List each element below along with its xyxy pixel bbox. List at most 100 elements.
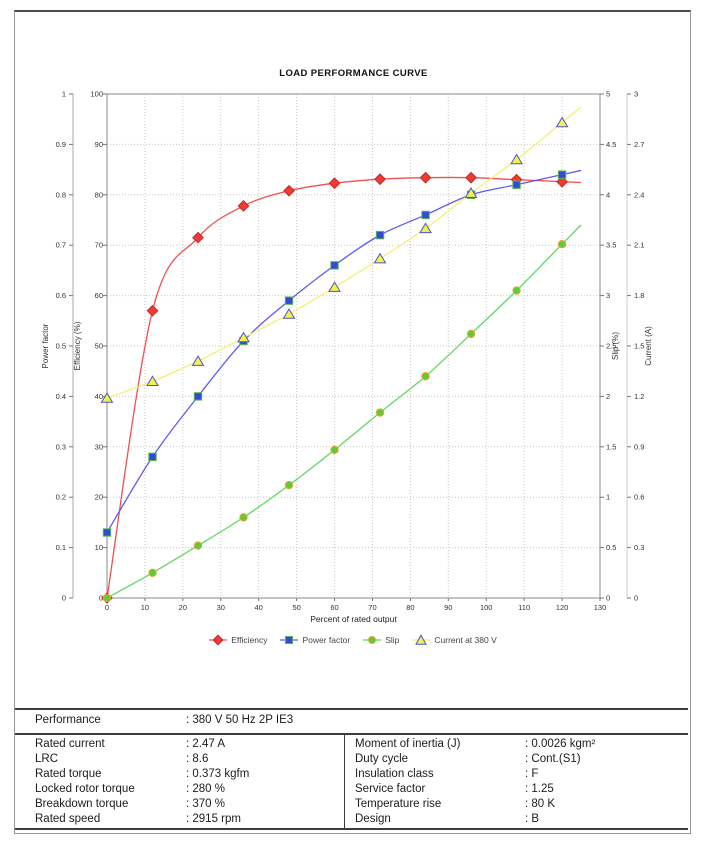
svg-text:0.8: 0.8 — [56, 190, 66, 199]
row-label: Design — [355, 813, 391, 825]
svg-text:0.9: 0.9 — [634, 442, 644, 451]
svg-text:0.5: 0.5 — [56, 342, 66, 351]
table-row: Rated speed: 2915 rpm — [15, 812, 344, 827]
svg-text:4.5: 4.5 — [606, 140, 616, 149]
legend-item: Slip — [362, 634, 399, 646]
svg-text:90: 90 — [444, 603, 452, 612]
svg-text:LOAD PERFORMANCE CURVE: LOAD PERFORMANCE CURVE — [279, 68, 428, 79]
svg-text:0.4: 0.4 — [56, 392, 66, 401]
row-label: Moment of inertia (J) — [355, 738, 461, 750]
row-value: : 1.25 — [525, 783, 554, 795]
row-value: : 2915 rpm — [186, 813, 241, 825]
legend-label: Power factor — [302, 635, 351, 645]
table-row: Locked rotor torque: 280 % — [15, 782, 344, 797]
svg-text:2.7: 2.7 — [634, 140, 644, 149]
svg-text:1: 1 — [62, 90, 66, 99]
svg-text:0: 0 — [634, 594, 638, 603]
row-label: Insulation class — [355, 768, 434, 780]
svg-text:70: 70 — [95, 241, 103, 250]
legend-label: Efficiency — [231, 635, 268, 645]
svg-text:120: 120 — [556, 603, 569, 612]
svg-text:1.8: 1.8 — [634, 291, 644, 300]
legend-item: Power factor — [279, 634, 350, 646]
svg-text:0.1: 0.1 — [56, 543, 66, 552]
row-label: Rated current — [35, 738, 105, 750]
svg-text:40: 40 — [95, 392, 103, 401]
row-label: LRC — [35, 753, 59, 765]
svg-text:0: 0 — [62, 594, 66, 603]
row-value: : 0.373 kgfm — [186, 768, 250, 780]
performance-table: Performance : 380 V 50 Hz 2P IE3 Rated c… — [15, 708, 688, 830]
legend-item: Efficiency — [208, 634, 267, 646]
svg-text:1.5: 1.5 — [634, 342, 644, 351]
svg-text:100: 100 — [90, 90, 103, 99]
svg-text:0.9: 0.9 — [56, 140, 66, 149]
svg-text:Slip (%): Slip (%) — [611, 332, 620, 360]
svg-text:60: 60 — [330, 603, 338, 612]
svg-text:3: 3 — [606, 291, 610, 300]
svg-text:0.6: 0.6 — [56, 291, 66, 300]
svg-text:0.6: 0.6 — [634, 493, 644, 502]
report-panel: LOAD PERFORMANCE CURVE 0 10 20 30 40 50 60 70 80 9… — [14, 10, 691, 834]
svg-text:0.3: 0.3 — [634, 543, 644, 552]
table-row: Rated torque: 0.373 kgfm — [15, 767, 344, 782]
svg-text:2.4: 2.4 — [634, 190, 644, 199]
row-value: : 8.6 — [186, 753, 209, 765]
svg-text:100: 100 — [480, 603, 493, 612]
performance-value: : 380 V 50 Hz 2P IE3 — [186, 714, 294, 726]
row-value: : B — [525, 813, 540, 825]
performance-label: Performance — [35, 714, 101, 726]
row-label: Service factor — [355, 783, 426, 795]
table-row: Duty cycle: Cont.(S1) — [345, 752, 688, 767]
table-row: Breakdown torque : 370 % — [15, 797, 344, 812]
svg-text:80: 80 — [406, 603, 414, 612]
legend-label: Slip — [385, 635, 400, 645]
svg-text:0: 0 — [606, 594, 610, 603]
svg-text:1.5: 1.5 — [606, 442, 616, 451]
svg-text:20: 20 — [95, 493, 103, 502]
row-value: : F — [525, 768, 539, 780]
column-divider — [344, 735, 345, 828]
svg-text:2.5: 2.5 — [606, 342, 616, 351]
svg-text:90: 90 — [95, 140, 103, 149]
chart-legend: Efficiency Power factor Slip Current at 380… — [15, 634, 690, 646]
svg-text:Percent of rated output: Percent of rated output — [310, 614, 397, 624]
row-value: : 0.0026 kgm² — [525, 738, 596, 750]
svg-text:4: 4 — [606, 190, 610, 199]
table-row: Design : B — [345, 812, 688, 827]
triangle-legend-icon — [412, 634, 431, 645]
svg-text:5: 5 — [606, 90, 610, 99]
svg-text:20: 20 — [179, 603, 187, 612]
svg-text:110: 110 — [518, 603, 530, 612]
svg-text:30: 30 — [95, 442, 103, 451]
svg-text:70: 70 — [368, 603, 376, 612]
svg-text:10: 10 — [95, 543, 103, 552]
table-row: LRC : 8.6 — [15, 752, 344, 767]
svg-text:Current (A): Current (A) — [644, 326, 653, 366]
legend-item: Current at 380 V — [411, 634, 497, 646]
svg-text:1.2: 1.2 — [634, 392, 644, 401]
load-performance-chart: LOAD PERFORMANCE CURVE 0 10 20 30 40 50 60 70 80 9… — [15, 12, 690, 672]
svg-text:30: 30 — [217, 603, 225, 612]
svg-text:50: 50 — [95, 342, 103, 351]
table-right-column: Moment of inertia (J) : 0.0026 kgm² Duty … — [345, 737, 688, 827]
svg-text:0.5: 0.5 — [606, 543, 616, 552]
table-row: Moment of inertia (J) : 0.0026 kgm² — [345, 737, 688, 752]
svg-text:3.5: 3.5 — [606, 241, 616, 250]
svg-text:80: 80 — [95, 190, 103, 199]
svg-text:2.1: 2.1 — [634, 241, 644, 250]
row-value: : 280 % — [186, 783, 225, 795]
row-label: Temperature rise — [355, 798, 442, 810]
table-left-column: Rated current : 2.47 A LRC : 8.6 Rated tor… — [15, 737, 344, 827]
svg-text:Efficiency (%): Efficiency (%) — [73, 321, 82, 370]
row-label: Breakdown torque — [35, 798, 129, 810]
diamond-legend-icon — [209, 634, 228, 646]
table-body: Rated current : 2.47 A LRC : 8.6 Rated tor… — [15, 735, 688, 828]
svg-text:10: 10 — [141, 603, 149, 612]
row-value: : Cont.(S1) — [525, 753, 581, 765]
row-value: : 370 % — [186, 798, 225, 810]
svg-text:0: 0 — [105, 603, 109, 612]
svg-text:0.3: 0.3 — [56, 442, 66, 451]
row-value: : 2.47 A — [186, 738, 226, 750]
